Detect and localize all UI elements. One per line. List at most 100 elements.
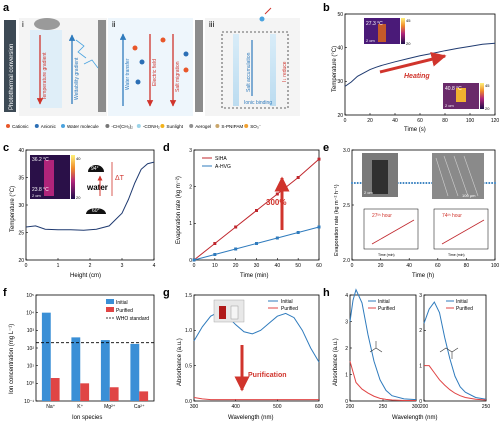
bars-f (36, 312, 154, 401)
data-point (317, 157, 321, 161)
divider-ii (195, 20, 203, 112)
xlabel-b: Time (s) (404, 127, 426, 133)
inset1-colorbar (401, 18, 405, 44)
data-point (192, 258, 196, 262)
x-tick-label: 60 (417, 118, 423, 124)
polymer-strands (75, 39, 99, 69)
bar-purified (109, 387, 119, 401)
y-tick-label: 2.5 (343, 203, 350, 209)
ylabel-b: Temperature (°C) (332, 46, 338, 92)
panel-f: f Ion concentration (mg L⁻¹) Ion species… (3, 287, 155, 421)
heating-arrow (379, 51, 447, 74)
xlabel-f: Ion species (72, 415, 102, 421)
y-tick-label: 3 (419, 293, 422, 299)
photothermal-bar (4, 20, 16, 112)
legend-a-item: Aerogel (195, 124, 211, 129)
data-point (413, 182, 416, 184)
y-tick-label: 1 (419, 363, 422, 369)
y-tick-label: 10³ (27, 328, 35, 334)
inset-c-lo: 20 (76, 195, 81, 200)
legend-a-swatch (160, 124, 165, 128)
legend-a-item: Sunlight (166, 124, 183, 129)
panel-d: d Evaporation rate (kg m⁻²) Time (min) 0… (163, 142, 322, 279)
data-point (416, 182, 419, 184)
y-tick-label: 10⁻¹ (24, 399, 34, 405)
y-tick-label: 0 (345, 399, 348, 405)
ylabel-e: Evaporation rate (kg m⁻² h⁻¹) (334, 184, 340, 256)
y-tick-label: 0 (189, 258, 192, 264)
sem-texture (435, 155, 479, 197)
legend-a-item: Anionic (41, 124, 57, 129)
x-tick-label: 0 (351, 263, 354, 269)
series-line-purified (193, 396, 319, 401)
evaporation-arrow (264, 7, 272, 15)
y-tick-label: 2 (419, 328, 422, 334)
vial-initial (219, 306, 226, 319)
panel-g: g Absorbance (a.u.) Wavelength (nm) 300 4… (163, 287, 323, 421)
panel-b: b Temperature (°C) Time (s) 0 20 40 60 80 100… (323, 2, 499, 133)
x-tick-label: 100 (491, 263, 500, 269)
sub-label-iii: iii (209, 20, 215, 29)
x-tick-label: 600 (315, 404, 324, 410)
electric-field-label: Electric field (152, 59, 158, 86)
channel-right (270, 34, 276, 106)
ticks-c: 0 1 2 3 4 20 25 30 35 40 (18, 148, 155, 269)
panel-a-legend: Cationic Anionic Water molecule -CH(CH₃)₂ -C… (6, 124, 262, 129)
droplet-top (88, 165, 104, 172)
data-point (408, 182, 411, 184)
legend-a-swatch (34, 124, 39, 128)
inset-e-1-xlabel: Time (min) (378, 253, 395, 257)
inset2-temp-b: 40.8 °C (445, 86, 462, 92)
ticks-e: 0 20 40 60 80 100 2.0 2.5 3.0 (343, 148, 499, 269)
sem-image (432, 153, 484, 199)
sem-scale-e: 100 μm (462, 193, 476, 198)
salt-accumulation-label: Salt accumulation (246, 52, 252, 92)
inset2-hi: 45 (485, 83, 490, 88)
x-tick-label: 10 (212, 263, 218, 269)
data-point (255, 209, 258, 212)
sample-photo-object (372, 160, 388, 194)
legend-a-item: Cationic (12, 124, 29, 129)
data-point (485, 182, 488, 184)
data-point (353, 182, 356, 184)
xlabel-c: Height (cm) (70, 273, 101, 279)
data-point (422, 182, 425, 184)
x-tick-label: 120 (491, 118, 500, 124)
y-tick-label: 10⁵ (26, 293, 34, 299)
legend-a-item: -CONH₂ (143, 124, 160, 129)
legend-a-swatch (6, 124, 10, 128)
inset-e-1 (363, 208, 419, 250)
y-tick-label: 3 (345, 319, 348, 325)
panel-letter-h: h (323, 287, 330, 299)
y-tick-label: 30 (337, 79, 343, 85)
inset-c-bottom: 23.8 °C (32, 187, 49, 193)
series-line-initial (423, 301, 487, 400)
data-point (405, 182, 408, 184)
legend-f-purified: Purified (116, 308, 133, 314)
ylabel-h: Absorbance (a.u.) (333, 338, 339, 386)
panel-letter-e: e (323, 142, 329, 154)
data-point (234, 247, 238, 251)
droplet-bottom (86, 208, 106, 214)
x-tick-label: 400 (231, 404, 240, 410)
series-g (193, 311, 320, 401)
y-tick-label: 0 (419, 399, 422, 405)
legend-a-item: S-PNIPAM (221, 124, 243, 129)
inset-e-2-line (441, 219, 485, 245)
x-tick-label: Na⁺ (46, 404, 55, 410)
x-tick-label: 0 (193, 263, 196, 269)
photothermal-label: Photothermal conversion (9, 44, 15, 110)
legend-h2: Initial Purified (446, 299, 473, 312)
series-line-initial (349, 288, 417, 401)
data-point (411, 182, 414, 184)
temperature-gradient-label: Temperature gradient (42, 52, 48, 100)
ylabel-d: Evaporation rate (kg m⁻²) (176, 176, 182, 244)
data-point (356, 182, 359, 184)
data-point (491, 182, 494, 184)
legend-h1-purified: Purified (378, 306, 395, 312)
data-point (317, 225, 321, 229)
thermal-inset-2-sample (456, 88, 466, 102)
inset2-colorbar (480, 83, 484, 109)
inset-c-colorbar (71, 155, 75, 199)
